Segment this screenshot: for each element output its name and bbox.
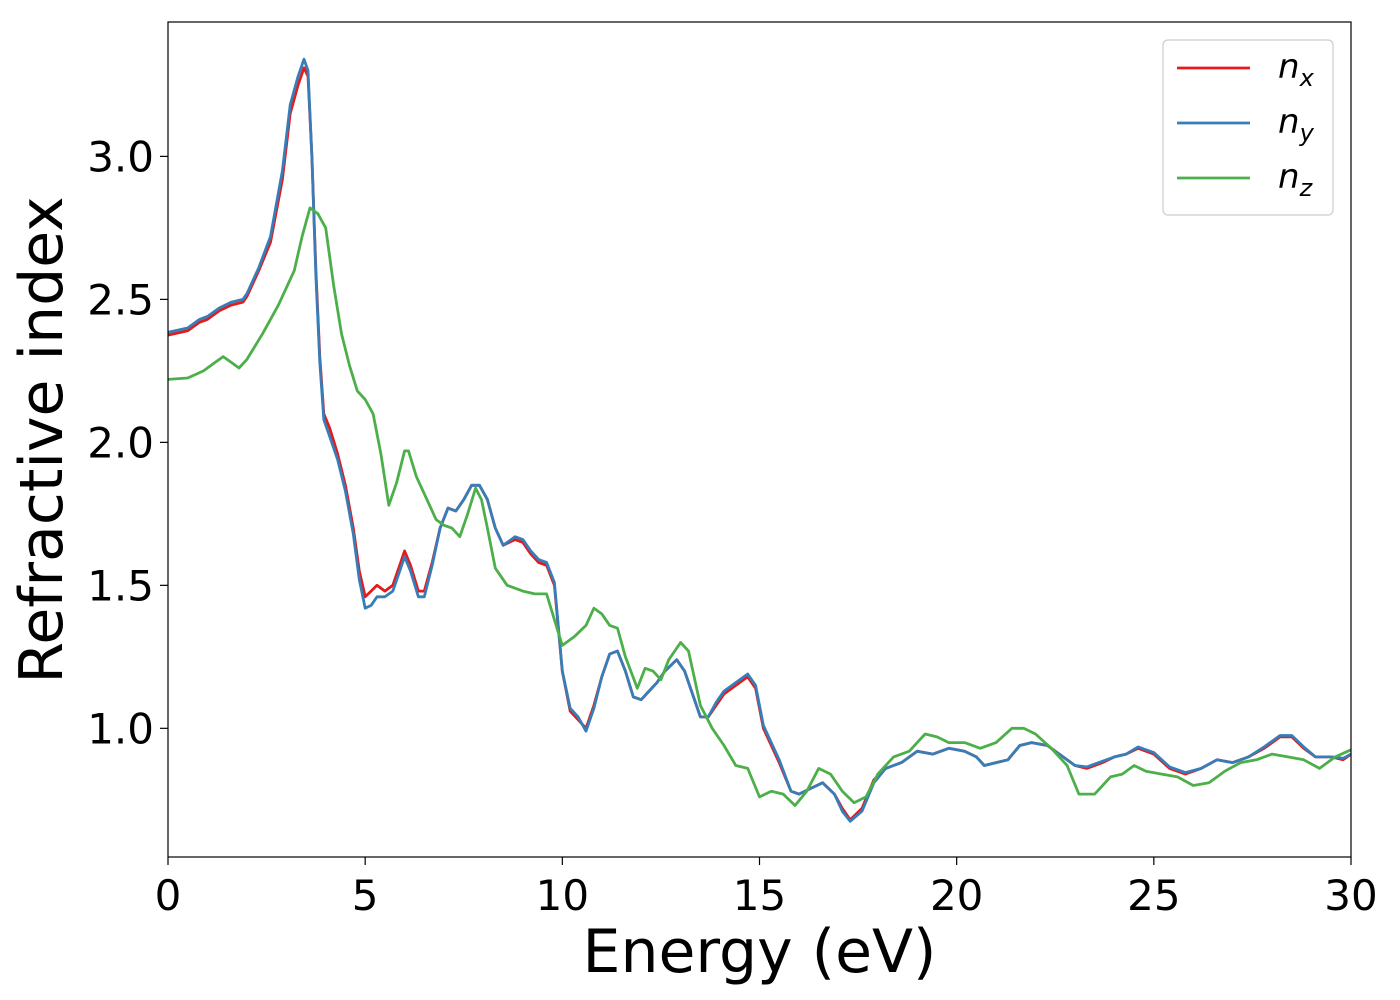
x-axis-label: Energy (eV) [583,917,937,987]
legend-label-main: n [1278,157,1300,197]
legend-label-main: n [1278,102,1300,142]
legend-label-nx: nx [1278,47,1315,92]
plot-area [168,57,1351,823]
y-tick-label: 1.5 [87,561,154,610]
x-tick-label: 0 [155,871,182,920]
x-tick-label: 5 [352,871,379,920]
y-axis: 1.0 1.5 2.0 2.5 3.0 [87,132,168,753]
y-axis-label: Refractive index [7,196,77,683]
y-tick-label: 3.0 [87,132,154,181]
x-axis: 0 5 10 15 20 25 30 [155,857,1378,920]
legend-label-subscript: x [1299,64,1315,92]
series-line-ny [168,57,1351,823]
legend-label-ny: ny [1278,102,1315,147]
legend-label-nz: nz [1278,157,1314,202]
x-tick-label: 30 [1324,871,1377,920]
y-tick-label: 1.0 [87,704,154,753]
legend-label-subscript: y [1299,119,1315,147]
legend-label-subscript: z [1299,174,1314,202]
x-tick-label: 25 [1127,871,1180,920]
y-tick-label: 2.0 [87,418,154,467]
legend-label-main: n [1278,47,1300,87]
x-tick-label: 20 [930,871,983,920]
y-tick-label: 2.5 [87,275,154,324]
series-line-nz [168,206,1351,807]
legend-box [1162,39,1334,216]
x-tick-label: 15 [733,871,786,920]
x-tick-label: 10 [536,871,589,920]
